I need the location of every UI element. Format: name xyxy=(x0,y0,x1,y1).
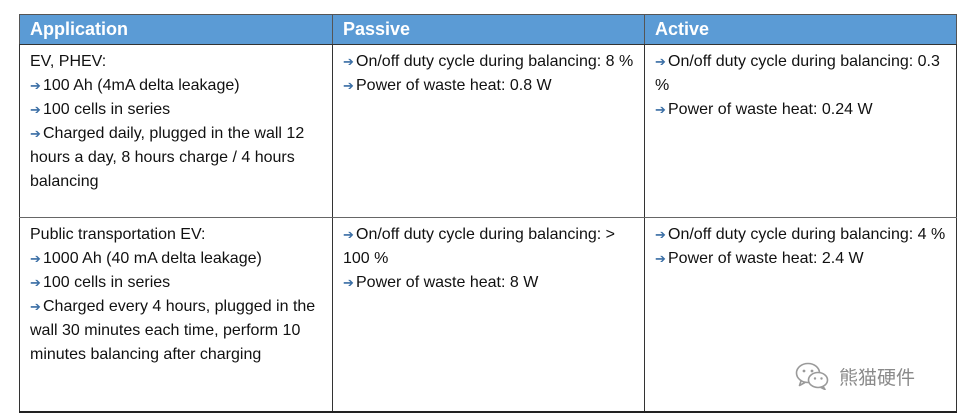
table-row: EV, PHEV: ➔ 100 Ah (4mA delta leakage) ➔ 1… xyxy=(19,44,957,218)
arrow-icon: ➔ xyxy=(343,275,354,290)
list-item-text: On/off duty cycle during balancing: 8 % xyxy=(356,53,634,70)
list-item: ➔ 1000 Ah (40 mA delta leakage) xyxy=(30,247,322,271)
arrow-icon: ➔ xyxy=(30,102,41,117)
arrow-icon: ➔ xyxy=(343,54,354,69)
watermark-text: 熊猫硬件 xyxy=(839,366,916,389)
list-item-text: Power of waste heat: 0.24 W xyxy=(668,101,873,118)
list-item-text: Charged every 4 hours, plugged in the wa… xyxy=(30,298,316,363)
list-item-text: Power of waste heat: 0.8 W xyxy=(356,77,552,94)
application-title: EV, PHEV: xyxy=(30,53,107,70)
application-cell: Public transportation EV: ➔ 1000 Ah (40 m… xyxy=(19,217,333,413)
arrow-icon: ➔ xyxy=(30,299,41,314)
list-item: ➔ 100 cells in series xyxy=(30,98,322,122)
list-item-text: Power of waste heat: 2.4 W xyxy=(668,250,864,267)
list-item-text: 100 cells in series xyxy=(43,101,171,118)
list-item: ➔ On/off duty cycle during balancing: 8 % xyxy=(343,50,634,74)
application-title: Public transportation EV: xyxy=(30,226,206,243)
arrow-icon: ➔ xyxy=(30,78,41,93)
list-item-text: On/off duty cycle during balancing: 0.3 … xyxy=(655,53,940,94)
header-row: Application Passive Active xyxy=(19,14,957,45)
table-row: Public transportation EV: ➔ 1000 Ah (40 m… xyxy=(19,217,957,413)
list-item: ➔ On/off duty cycle during balancing: 4 % xyxy=(655,223,946,247)
arrow-icon: ➔ xyxy=(30,251,41,266)
header-passive: Passive xyxy=(332,14,645,45)
list-item-text: On/off duty cycle during balancing: 4 % xyxy=(668,226,946,243)
passive-cell: ➔ On/off duty cycle during balancing: > 1… xyxy=(332,217,645,413)
watermark: 熊猫硬件 xyxy=(795,362,915,390)
list-item-text: Charged daily, plugged in the wall 12 ho… xyxy=(30,125,305,190)
active-cell: ➔ On/off duty cycle during balancing: 0.3… xyxy=(644,44,957,218)
header-application: Application xyxy=(19,14,333,45)
list-item-text: 100 Ah (4mA delta leakage) xyxy=(43,77,240,94)
list-item: ➔ 100 Ah (4mA delta leakage) xyxy=(30,74,322,98)
list-item: ➔ On/off duty cycle during balancing: 0.3… xyxy=(655,50,946,98)
list-item-text: 1000 Ah (40 mA delta leakage) xyxy=(43,250,262,267)
list-item: ➔ Power of waste heat: 2.4 W xyxy=(655,247,946,271)
arrow-icon: ➔ xyxy=(343,227,354,242)
list-item: ➔ Power of waste heat: 0.8 W xyxy=(343,74,634,98)
comparison-table: Application Passive Active EV, PHEV: ➔ 10… xyxy=(19,14,957,413)
list-item-text: On/off duty cycle during balancing: > 10… xyxy=(343,226,615,267)
arrow-icon: ➔ xyxy=(30,275,41,290)
arrow-icon: ➔ xyxy=(343,78,354,93)
arrow-icon: ➔ xyxy=(30,126,41,141)
arrow-icon: ➔ xyxy=(655,227,666,242)
list-item: ➔ On/off duty cycle during balancing: > 1… xyxy=(343,223,634,271)
list-item: ➔ Power of waste heat: 0.24 W xyxy=(655,98,946,122)
application-cell: EV, PHEV: ➔ 100 Ah (4mA delta leakage) ➔ 1… xyxy=(19,44,333,218)
wechat-icon xyxy=(795,362,829,390)
header-active: Active xyxy=(644,14,957,45)
list-item-text: Power of waste heat: 8 W xyxy=(356,274,539,291)
list-item-text: 100 cells in series xyxy=(43,274,171,291)
arrow-icon: ➔ xyxy=(655,251,666,266)
list-item: ➔ Charged daily, plugged in the wall 12 h… xyxy=(30,122,322,194)
arrow-icon: ➔ xyxy=(655,102,666,117)
list-item: ➔ Power of waste heat: 8 W xyxy=(343,271,634,295)
list-item: ➔ Charged every 4 hours, plugged in the w… xyxy=(30,295,322,367)
passive-cell: ➔ On/off duty cycle during balancing: 8 %… xyxy=(332,44,645,218)
arrow-icon: ➔ xyxy=(655,54,666,69)
list-item: ➔ 100 cells in series xyxy=(30,271,322,295)
